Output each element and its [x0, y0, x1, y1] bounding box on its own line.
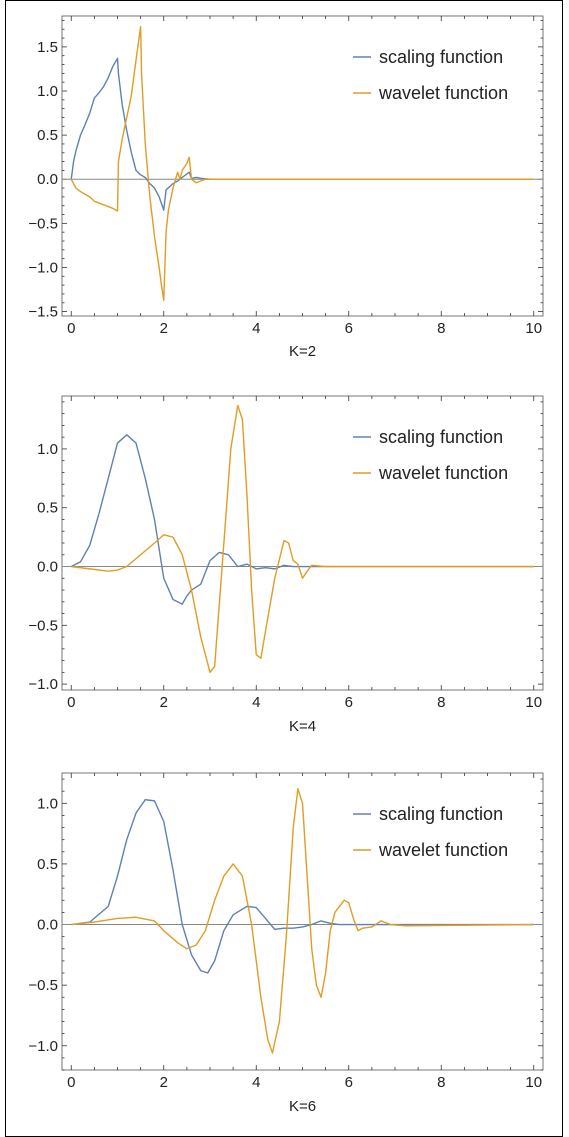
scaling-function-line [70, 434, 534, 605]
x-tick-label: 0 [67, 320, 75, 337]
chart-1: 0 2 4 6 8 10 −1.5 −1.0 −0.5 0.0 0.5 1.0 1.5 scaling f… [28, 15, 544, 360]
x-tick-label: 8 [437, 320, 445, 337]
x-axis-label: K=6 [289, 1098, 316, 1115]
y-tick-label: 0.0 [37, 171, 58, 188]
x-tick-label: 4 [252, 694, 260, 711]
y-tick-label: 1.0 [37, 795, 58, 812]
x-tick-label: 8 [437, 1074, 445, 1091]
y-tick-label: −1.0 [28, 259, 58, 276]
y-tick-label: 1.0 [37, 441, 58, 458]
y-tick-label: −1.5 [28, 304, 58, 321]
legend-label: wavelet function [378, 463, 508, 483]
y-tick-label: 0.5 [37, 127, 58, 144]
wavelet-function-line [71, 404, 534, 674]
y-tick-label: −1.0 [28, 1038, 58, 1055]
wavelet-function-line [70, 25, 534, 301]
x-tick-label: 0 [67, 694, 75, 711]
y-tick-label: 0.5 [37, 856, 58, 873]
legend-label: wavelet function [378, 83, 508, 103]
legend-label: wavelet function [378, 840, 508, 860]
legend-label: scaling function [379, 47, 503, 67]
y-tick-label: 1.0 [37, 83, 58, 100]
x-tick-label: 10 [525, 1074, 542, 1091]
wavelet-function-line [71, 788, 534, 1054]
y-tick-label: −1.0 [28, 676, 58, 693]
x-tick-label: 6 [345, 320, 353, 337]
y-tick-label: −0.5 [28, 617, 58, 634]
legend-label: scaling function [379, 427, 503, 447]
legend-label: scaling function [379, 804, 503, 824]
scaling-function-line [71, 798, 534, 974]
scaling-function-line [70, 57, 534, 211]
y-tick-label: 0.0 [37, 917, 58, 934]
x-tick-label: 8 [437, 694, 445, 711]
y-tick-label: 0.0 [37, 559, 58, 576]
y-tick-label: 0.5 [37, 500, 58, 517]
x-tick-label: 0 [67, 1074, 75, 1091]
y-tick-label: 1.5 [37, 39, 58, 56]
x-tick-label: 4 [252, 1074, 260, 1091]
y-tick-label: −0.5 [28, 215, 58, 232]
x-tick-label: 10 [525, 694, 542, 711]
chart-2: 0 2 4 6 8 10 −1.0 −0.5 0.0 0.5 1.0 scaling function… [28, 395, 544, 735]
x-tick-label: 6 [345, 1074, 353, 1091]
x-tick-label: 2 [160, 694, 168, 711]
chart-3: 0 2 4 6 8 10 −1.0 −0.5 0.0 0.5 1.0 scaling function… [28, 772, 544, 1115]
y-tick-label: −0.5 [28, 977, 58, 994]
x-tick-label: 4 [252, 320, 260, 337]
x-tick-label: 2 [160, 1074, 168, 1091]
x-tick-label: 10 [525, 320, 542, 337]
x-tick-label: 2 [160, 320, 168, 337]
x-axis-label: K=4 [289, 718, 316, 735]
x-axis-label: K=2 [289, 343, 316, 360]
x-tick-label: 6 [345, 694, 353, 711]
